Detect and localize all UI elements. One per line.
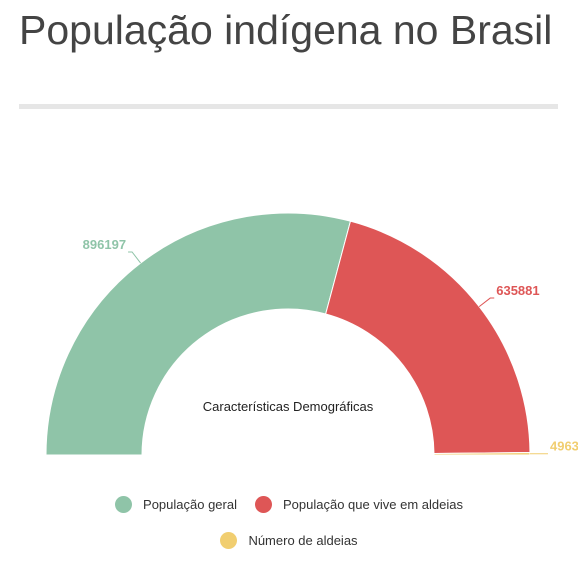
legend-swatch-2 bbox=[255, 496, 272, 513]
semi-donut-chart: 896197 635881 4963 Características Demográ… bbox=[45, 212, 578, 456]
legend-label-1: População geral bbox=[143, 497, 237, 512]
pie-slice-2[interactable] bbox=[325, 220, 531, 455]
pie-slice-3[interactable] bbox=[433, 452, 531, 456]
legend-item-2[interactable]: População que vive em aldeias bbox=[255, 496, 463, 513]
legend-item-3[interactable]: Número de aldeias bbox=[220, 532, 358, 549]
data-label-1: 896197 bbox=[83, 237, 126, 252]
pie-slice-1[interactable] bbox=[45, 212, 352, 456]
legend-label-3: Número de aldeias bbox=[248, 533, 358, 548]
chart-legend-row-2: Número de aldeias bbox=[0, 532, 578, 549]
chart-center-label: Características Demográficas bbox=[203, 399, 374, 414]
legend-label-2: População que vive em aldeias bbox=[283, 497, 463, 512]
title-divider bbox=[19, 104, 558, 109]
legend-item-1[interactable]: População geral bbox=[115, 496, 237, 513]
data-label-3: 4963 bbox=[550, 439, 578, 454]
data-label-connector-2 bbox=[478, 297, 495, 308]
data-label-2: 635881 bbox=[496, 283, 539, 298]
page-title: População indígena no Brasil bbox=[19, 7, 553, 53]
legend-swatch-3 bbox=[220, 532, 238, 549]
legend-swatch-1 bbox=[115, 496, 133, 513]
chart-legend: População geral População que vive em ald… bbox=[0, 496, 578, 513]
data-label-connector-1 bbox=[128, 251, 141, 264]
